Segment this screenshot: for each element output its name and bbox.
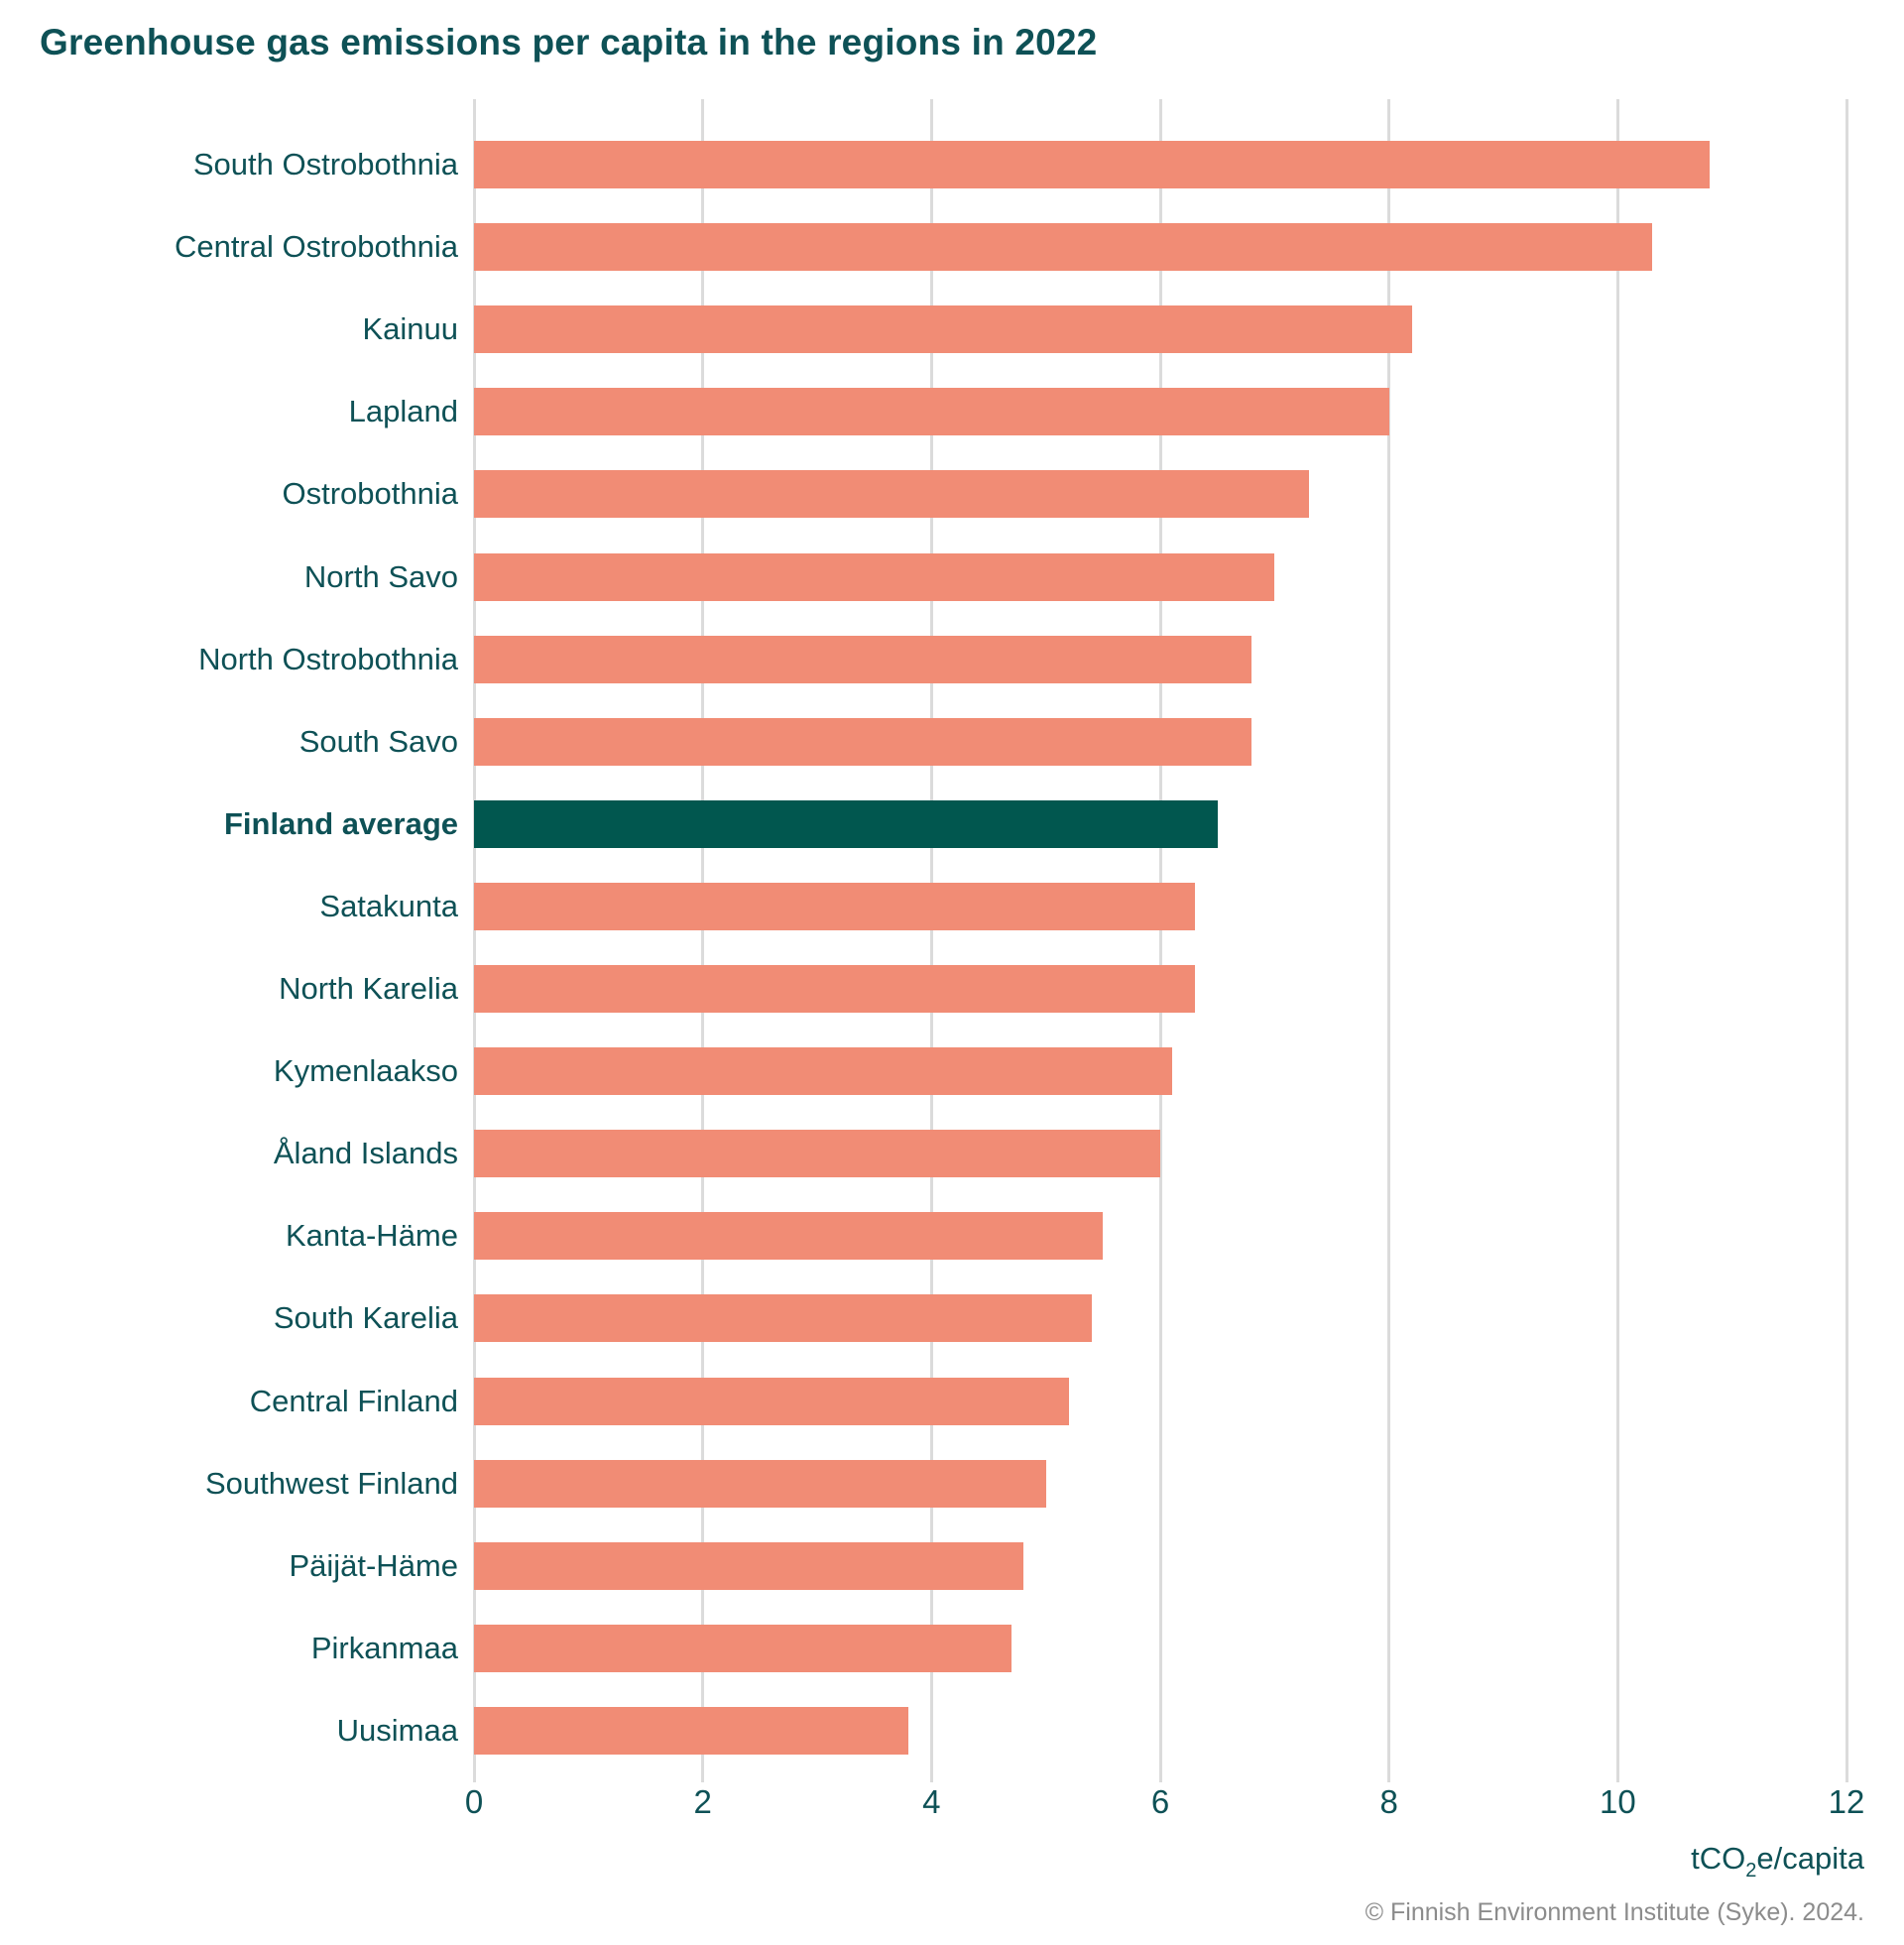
bar-south-savo — [474, 717, 1252, 766]
category-label-p-ij-t-h-me: Päijät-Häme — [289, 1547, 458, 1583]
bar-ostrobothnia — [474, 470, 1309, 519]
category-label-north-karelia: North Karelia — [279, 971, 458, 1006]
gridline-10 — [1615, 99, 1619, 1782]
category-label-southwest-finland: Southwest Finland — [204, 1465, 458, 1501]
x-tick-label-0: 0 — [464, 1783, 484, 1820]
category-label-kanta-h-me: Kanta-Häme — [285, 1218, 458, 1254]
category-label-south-savo: South Savo — [298, 723, 458, 759]
category-label-pirkanmaa: Pirkanmaa — [310, 1630, 458, 1665]
plot-area — [472, 99, 1864, 1782]
bar-satakunta — [474, 882, 1195, 930]
category-label-north-savo: North Savo — [303, 558, 458, 594]
bar-central-finland — [474, 1377, 1069, 1425]
gridline-6 — [1158, 99, 1162, 1782]
gridline-0 — [472, 99, 476, 1782]
bar-south-ostrobothnia — [474, 141, 1710, 188]
copyright-credit: © Finnish Environment Institute (Syke). … — [1365, 1898, 1864, 1926]
x-tick-label-12: 12 — [1828, 1783, 1865, 1820]
category-label-central-ostrobothnia: Central Ostrobothnia — [174, 229, 458, 265]
bar-central-ostrobothnia — [474, 223, 1652, 272]
bar-lapland — [474, 388, 1389, 436]
unit-subscript: 2 — [1745, 1860, 1757, 1882]
bar-kanta-h-me — [474, 1212, 1104, 1261]
gridline-2 — [701, 99, 705, 1782]
category-label-finland-average: Finland average — [223, 805, 458, 841]
gridline-8 — [1387, 99, 1391, 1782]
bar-southwest-finland — [474, 1459, 1046, 1508]
category-label-central-finland: Central Finland — [249, 1383, 458, 1418]
unit-suffix: e/capita — [1756, 1841, 1864, 1876]
bar-uusimaa — [474, 1706, 909, 1755]
bar-land-islands — [474, 1130, 1160, 1178]
category-label-uusimaa: Uusimaa — [336, 1712, 458, 1748]
y-axis-category-labels: South Ostrobothnia Central Ostrobothnia Ka… — [0, 99, 458, 1770]
x-tick-label-2: 2 — [693, 1783, 712, 1820]
category-label-kymenlaakso: Kymenlaakso — [273, 1053, 458, 1089]
bar-finland-average — [474, 799, 1218, 848]
category-label-kainuu: Kainuu — [362, 311, 458, 347]
bar-kainuu — [474, 305, 1412, 354]
gridline-12 — [1844, 99, 1848, 1782]
gridline-4 — [929, 99, 933, 1782]
category-label-north-ostrobothnia: North Ostrobothnia — [198, 641, 458, 676]
category-label-land-islands: Åland Islands — [273, 1136, 458, 1171]
bar-pirkanmaa — [474, 1624, 1012, 1672]
x-tick-label-4: 4 — [922, 1783, 941, 1820]
category-label-south-ostrobothnia: South Ostrobothnia — [192, 147, 458, 182]
x-tick-label-8: 8 — [1379, 1783, 1398, 1820]
unit-prefix: tCO — [1691, 1841, 1746, 1876]
category-label-ostrobothnia: Ostrobothnia — [282, 476, 459, 512]
category-label-satakunta: Satakunta — [319, 888, 458, 923]
bar-p-ij-t-h-me — [474, 1541, 1023, 1590]
bar-north-ostrobothnia — [474, 635, 1252, 683]
bar-south-karelia — [474, 1294, 1092, 1343]
bar-north-savo — [474, 552, 1275, 601]
bar-north-karelia — [474, 965, 1195, 1013]
x-tick-label-10: 10 — [1599, 1783, 1636, 1820]
bar-kymenlaakso — [474, 1047, 1172, 1096]
category-label-south-karelia: South Karelia — [273, 1300, 458, 1336]
chart-title: Greenhouse gas emissions per capita in t… — [40, 22, 1098, 62]
category-label-lapland: Lapland — [348, 394, 458, 429]
x-tick-label-6: 6 — [1150, 1783, 1170, 1820]
x-axis-unit-label: tCO2e/capita — [1691, 1841, 1864, 1883]
